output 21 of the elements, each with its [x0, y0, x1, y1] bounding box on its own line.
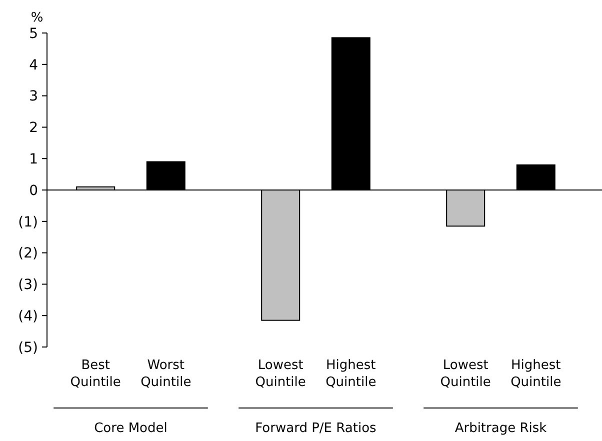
y-tick-label: 4: [29, 57, 38, 74]
y-tick-label: (5): [18, 340, 38, 356]
x-tick-label: Lowest Quintile: [255, 358, 306, 390]
y-tick-label: 3: [29, 88, 38, 105]
y-tick-label: (1): [18, 214, 38, 230]
y-tick-label: (2): [18, 246, 38, 262]
y-tick-label: 5: [29, 26, 38, 42]
x-tick-label: Best Quintile: [70, 358, 121, 390]
y-tick-label: (3): [18, 277, 38, 294]
x-tick-label: Highest Quintile: [510, 358, 562, 390]
x-tick-label: Highest Quintile: [326, 358, 376, 390]
x-tick-label: Worst Quintile: [140, 358, 192, 390]
y-tick-label: (4): [18, 308, 38, 324]
y-tick-label: 0: [29, 182, 38, 199]
text: Core Model: [94, 421, 168, 436]
x-tick-label: Lowest Quintile: [440, 358, 491, 390]
text: Forward P/E Ratios: [255, 421, 377, 436]
y-tick-label: 2: [29, 120, 38, 136]
y-axis-title: %: [30, 10, 44, 26]
text: Arbitrage Risk: [454, 421, 548, 436]
y-tick-label: 1: [29, 152, 38, 168]
